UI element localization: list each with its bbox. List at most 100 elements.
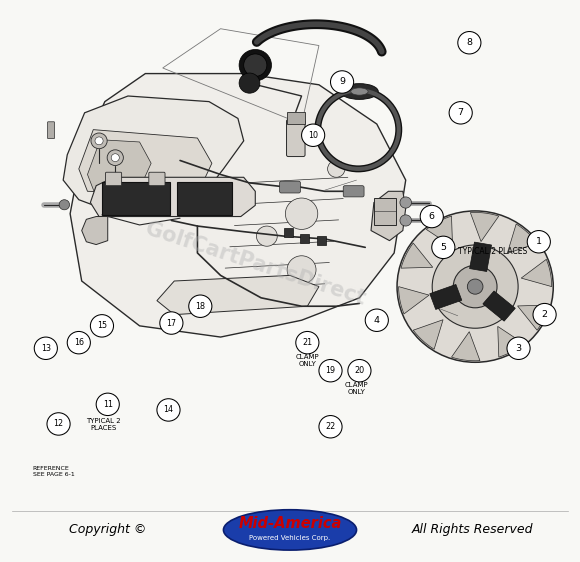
Polygon shape bbox=[79, 130, 212, 194]
FancyBboxPatch shape bbox=[149, 172, 165, 185]
FancyBboxPatch shape bbox=[177, 182, 232, 215]
Text: 2: 2 bbox=[542, 310, 548, 319]
Polygon shape bbox=[426, 216, 452, 247]
FancyBboxPatch shape bbox=[106, 172, 122, 185]
Circle shape bbox=[67, 332, 90, 354]
Text: GolfCartPartsDirect: GolfCartPartsDirect bbox=[143, 219, 368, 309]
Circle shape bbox=[331, 71, 354, 93]
Text: 8: 8 bbox=[466, 38, 472, 47]
Text: Mid-America: Mid-America bbox=[238, 516, 342, 531]
Circle shape bbox=[239, 73, 260, 93]
Polygon shape bbox=[90, 177, 255, 216]
Polygon shape bbox=[470, 212, 499, 242]
Ellipse shape bbox=[340, 84, 378, 99]
Polygon shape bbox=[371, 191, 406, 241]
Circle shape bbox=[91, 133, 107, 149]
Text: 14: 14 bbox=[164, 405, 173, 414]
Circle shape bbox=[239, 49, 271, 81]
Circle shape bbox=[107, 150, 124, 166]
FancyBboxPatch shape bbox=[374, 198, 396, 225]
FancyBboxPatch shape bbox=[280, 181, 300, 193]
Circle shape bbox=[95, 137, 103, 145]
Polygon shape bbox=[430, 284, 462, 310]
Text: 9: 9 bbox=[339, 78, 345, 87]
Polygon shape bbox=[82, 216, 108, 244]
Circle shape bbox=[319, 415, 342, 438]
Circle shape bbox=[296, 332, 319, 354]
Circle shape bbox=[348, 360, 371, 382]
Text: CLAMP
ONLY: CLAMP ONLY bbox=[345, 382, 368, 395]
Circle shape bbox=[400, 215, 411, 226]
Circle shape bbox=[256, 226, 277, 246]
FancyBboxPatch shape bbox=[287, 112, 305, 124]
Text: 12: 12 bbox=[53, 419, 64, 428]
Polygon shape bbox=[483, 291, 515, 321]
Polygon shape bbox=[70, 74, 406, 337]
FancyBboxPatch shape bbox=[284, 228, 293, 237]
Circle shape bbox=[397, 211, 553, 362]
Text: 7: 7 bbox=[458, 108, 463, 117]
Text: TYPICAL 2
PLACES: TYPICAL 2 PLACES bbox=[86, 418, 121, 432]
Polygon shape bbox=[470, 242, 491, 271]
Text: All Rights Reserved: All Rights Reserved bbox=[412, 523, 533, 536]
Text: 21: 21 bbox=[302, 338, 313, 347]
Circle shape bbox=[96, 393, 119, 415]
Circle shape bbox=[244, 54, 267, 76]
Circle shape bbox=[287, 256, 316, 284]
Ellipse shape bbox=[351, 88, 368, 95]
Text: 13: 13 bbox=[41, 344, 51, 353]
Text: 3: 3 bbox=[516, 344, 521, 353]
Polygon shape bbox=[401, 243, 433, 268]
Circle shape bbox=[285, 198, 318, 229]
Ellipse shape bbox=[223, 510, 357, 550]
Circle shape bbox=[467, 279, 483, 294]
Circle shape bbox=[533, 303, 556, 326]
Text: TYPICAL 2 PLACES: TYPICAL 2 PLACES bbox=[458, 247, 527, 256]
Circle shape bbox=[111, 154, 119, 162]
Circle shape bbox=[59, 200, 70, 210]
Circle shape bbox=[454, 265, 497, 308]
Text: 19: 19 bbox=[325, 366, 336, 375]
Circle shape bbox=[365, 309, 389, 332]
Circle shape bbox=[458, 31, 481, 54]
Text: 20: 20 bbox=[354, 366, 364, 375]
Text: 18: 18 bbox=[195, 302, 205, 311]
Polygon shape bbox=[63, 96, 244, 214]
Circle shape bbox=[432, 245, 518, 328]
Circle shape bbox=[188, 295, 212, 318]
FancyBboxPatch shape bbox=[300, 234, 309, 243]
Circle shape bbox=[34, 337, 57, 360]
Circle shape bbox=[420, 205, 443, 228]
Text: 10: 10 bbox=[308, 131, 318, 140]
Text: 15: 15 bbox=[97, 321, 107, 330]
Circle shape bbox=[302, 124, 325, 147]
Text: 17: 17 bbox=[166, 319, 176, 328]
Polygon shape bbox=[398, 287, 429, 314]
FancyBboxPatch shape bbox=[102, 182, 170, 215]
Text: 16: 16 bbox=[74, 338, 84, 347]
Circle shape bbox=[160, 312, 183, 334]
Text: REFERENCE
SEE PAGE 6-1: REFERENCE SEE PAGE 6-1 bbox=[32, 466, 74, 477]
Text: Copyright ©: Copyright © bbox=[69, 523, 146, 536]
Circle shape bbox=[507, 337, 530, 360]
FancyBboxPatch shape bbox=[287, 120, 305, 157]
Circle shape bbox=[328, 161, 345, 177]
Text: 22: 22 bbox=[325, 422, 336, 431]
FancyBboxPatch shape bbox=[317, 236, 327, 245]
Text: 5: 5 bbox=[440, 243, 447, 252]
Text: CLAMP
ONLY: CLAMP ONLY bbox=[296, 354, 319, 367]
Text: Powered Vehicles Corp.: Powered Vehicles Corp. bbox=[249, 535, 331, 541]
Polygon shape bbox=[413, 320, 443, 349]
Text: 1: 1 bbox=[536, 237, 542, 246]
Text: 11: 11 bbox=[103, 400, 113, 409]
Polygon shape bbox=[521, 259, 552, 287]
Polygon shape bbox=[88, 140, 151, 192]
FancyBboxPatch shape bbox=[48, 122, 55, 139]
Circle shape bbox=[90, 315, 114, 337]
Polygon shape bbox=[498, 327, 524, 357]
Text: 6: 6 bbox=[429, 212, 435, 221]
Circle shape bbox=[432, 236, 455, 259]
Circle shape bbox=[400, 197, 411, 208]
Circle shape bbox=[449, 102, 472, 124]
Text: 4: 4 bbox=[374, 316, 380, 325]
